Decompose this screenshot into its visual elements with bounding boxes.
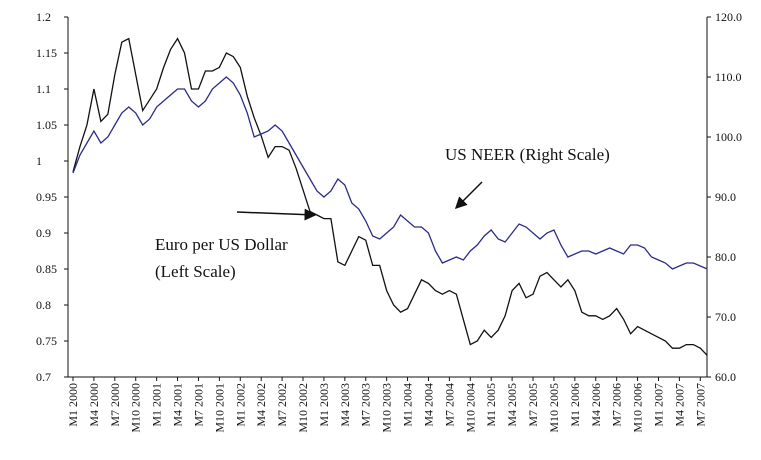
x-tick-label: M7 2000 (108, 383, 122, 427)
annotation: (Left Scale) (155, 262, 236, 281)
y-tick-label: 1.2 (36, 10, 51, 24)
x-tick-label: M4 2007 (672, 383, 686, 427)
x-tick-label: M4 2005 (505, 383, 519, 427)
x-tick-label: M1 2000 (66, 383, 80, 427)
x-tick-label: M4 2001 (171, 383, 185, 427)
x-tick-label: M1 2007 (651, 383, 665, 427)
y-tick-label: 0.75 (36, 334, 57, 348)
x-tick-label: M4 2000 (87, 383, 101, 427)
y2-tick-label: 100.0 (715, 130, 742, 144)
x-tick-label: M7 2003 (359, 383, 373, 427)
y-tick-label: 1 (36, 154, 42, 168)
y2-tick-label: 60.0 (715, 370, 736, 384)
x-tick-label: M1 2005 (484, 383, 498, 427)
x-tick-label: M10 2004 (463, 383, 477, 433)
x-tick-label: M1 2006 (568, 383, 582, 427)
y-tick-label: 0.95 (36, 190, 57, 204)
x-tick-label: M7 2006 (610, 383, 624, 427)
x-tick-label: M10 2006 (631, 383, 645, 433)
x-tick-label: M7 2005 (526, 383, 540, 427)
y-tick-label: 1.05 (36, 118, 57, 132)
x-tick-label: M10 2005 (547, 383, 561, 433)
x-tick-label: M1 2001 (150, 383, 164, 427)
x-tick-label: M4 2002 (254, 383, 268, 427)
x-tick-label: M4 2004 (421, 383, 435, 427)
x-tick-label: M1 2003 (317, 383, 331, 427)
y-tick-label: 0.9 (36, 226, 51, 240)
x-tick-label: M7 2004 (442, 383, 456, 427)
y2-tick-label: 80.0 (715, 250, 736, 264)
y-tick-label: 0.8 (36, 298, 51, 312)
x-tick-label: M4 2006 (589, 383, 603, 427)
x-tick-label: M10 2003 (380, 383, 394, 433)
y-tick-label: 1.1 (36, 82, 51, 96)
series-line (72, 37, 708, 356)
x-tick-label: M10 2000 (129, 383, 143, 433)
y-tick-label: 0.7 (36, 370, 51, 384)
x-tick-label: M7 2002 (275, 383, 289, 427)
arrow (454, 181, 483, 210)
y2-tick-label: 110.0 (715, 70, 742, 84)
annotation: US NEER (Right Scale) (445, 145, 610, 164)
arrow (236, 208, 317, 221)
y-tick-label: 1.15 (36, 46, 57, 60)
series-line (72, 76, 708, 270)
x-tick-label: M1 2002 (233, 383, 247, 427)
y2-tick-label: 70.0 (715, 310, 736, 324)
x-tick-label: M10 2002 (296, 383, 310, 433)
x-tick-label: M7 2007 (693, 383, 707, 427)
y2-tick-label: 120.0 (715, 10, 742, 24)
x-tick-label: M4 2003 (338, 383, 352, 427)
y2-tick-label: 90.0 (715, 190, 736, 204)
x-tick-label: M7 2001 (191, 383, 205, 427)
y-tick-label: 0.85 (36, 262, 57, 276)
x-tick-label: M10 2001 (212, 383, 226, 433)
x-tick-label: M1 2004 (401, 383, 415, 427)
annotation: Euro per US Dollar (155, 235, 288, 254)
